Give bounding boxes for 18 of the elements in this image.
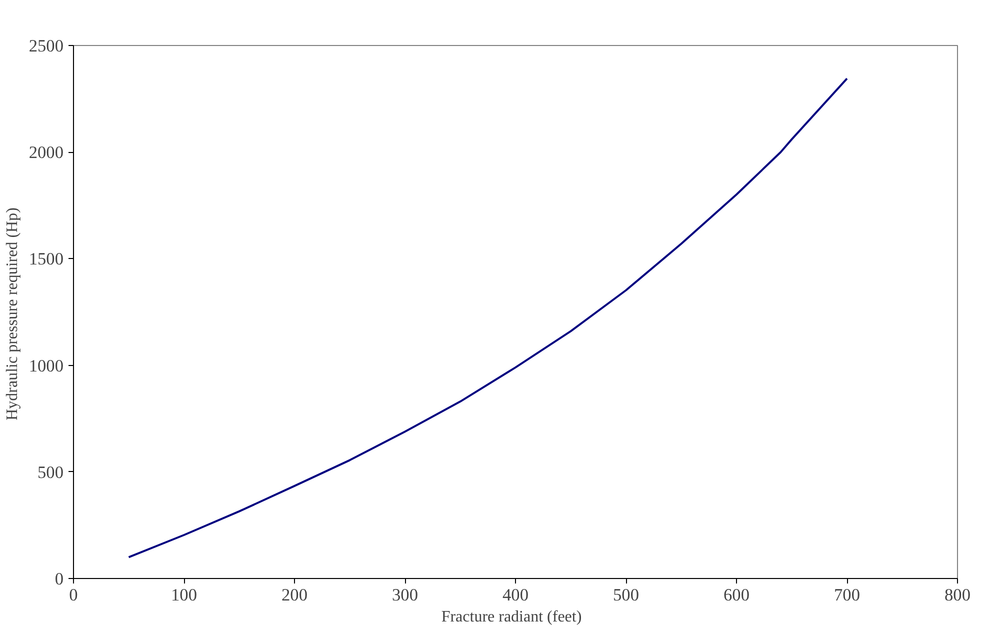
y-tick-label: 2000 xyxy=(28,143,64,162)
x-tick-label: 800 xyxy=(944,586,971,604)
x-axis-title: Fracture radiant (feet) xyxy=(441,608,582,626)
x-tick-label: 700 xyxy=(834,586,860,604)
y-tick-label: 0 xyxy=(54,570,64,588)
y-tick-label: 2500 xyxy=(28,36,64,56)
y-tick-label: 1000 xyxy=(28,356,64,376)
x-tick-label: 500 xyxy=(613,586,640,604)
x-tick-label: 100 xyxy=(171,586,198,604)
y-axis-title: Hydraulic pressure required (Hp) xyxy=(4,208,21,420)
y-tick-label: 1500 xyxy=(28,250,64,269)
line-series xyxy=(128,78,848,558)
x-tick-label: 0 xyxy=(69,586,78,604)
x-tick-label: 600 xyxy=(724,586,750,604)
x-tick-label: 300 xyxy=(392,586,418,604)
y-tick-label: 500 xyxy=(38,462,64,482)
x-tick-label: 400 xyxy=(502,586,529,604)
x-tick-label: 200 xyxy=(282,586,308,604)
